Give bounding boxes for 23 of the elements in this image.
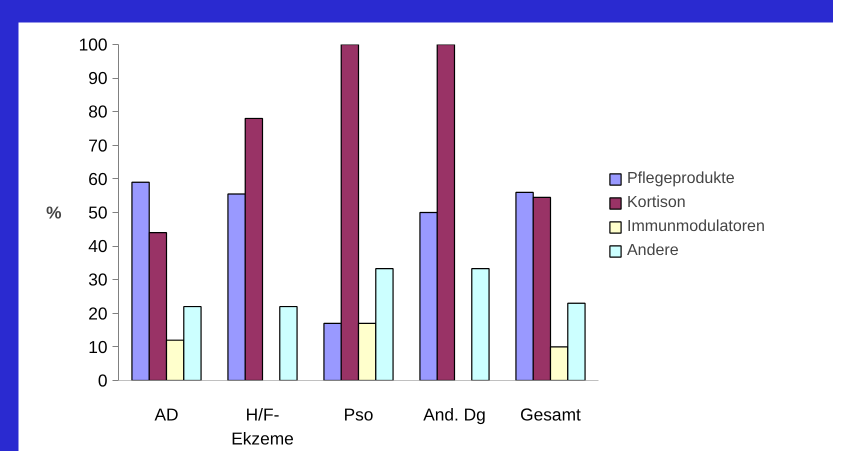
x-tick-label: And. Dg xyxy=(423,404,486,424)
x-tick-label: Pso xyxy=(344,404,374,424)
legend-label: Pflegeprodukte xyxy=(627,170,735,188)
y-axis-title: % xyxy=(46,202,62,222)
x-tick-label: AD xyxy=(154,404,179,424)
y-tick-label: 30 xyxy=(88,270,108,290)
y-tick-label: 20 xyxy=(88,303,108,324)
y-tick-label: 0 xyxy=(98,370,108,390)
legend-label: Kortison xyxy=(627,194,686,212)
legend-label: Andere xyxy=(627,242,679,260)
y-tick-label: 10 xyxy=(88,336,108,357)
bar xyxy=(279,306,298,380)
y-tick-label: 50 xyxy=(88,202,108,222)
x-tick-label: Gesamt xyxy=(520,404,582,424)
bar xyxy=(471,268,490,380)
y-tick-label: 70 xyxy=(88,135,108,156)
y-tick-label: 100 xyxy=(78,34,108,54)
legend-label: Immunmodulatoren xyxy=(627,218,765,236)
y-tick-label: 90 xyxy=(88,68,108,88)
x-tick-label: H/F-Ekzeme xyxy=(231,404,294,448)
y-tick-label: 60 xyxy=(88,168,108,189)
y-tick-label: 40 xyxy=(88,236,108,256)
y-tick-label: 80 xyxy=(88,102,108,122)
